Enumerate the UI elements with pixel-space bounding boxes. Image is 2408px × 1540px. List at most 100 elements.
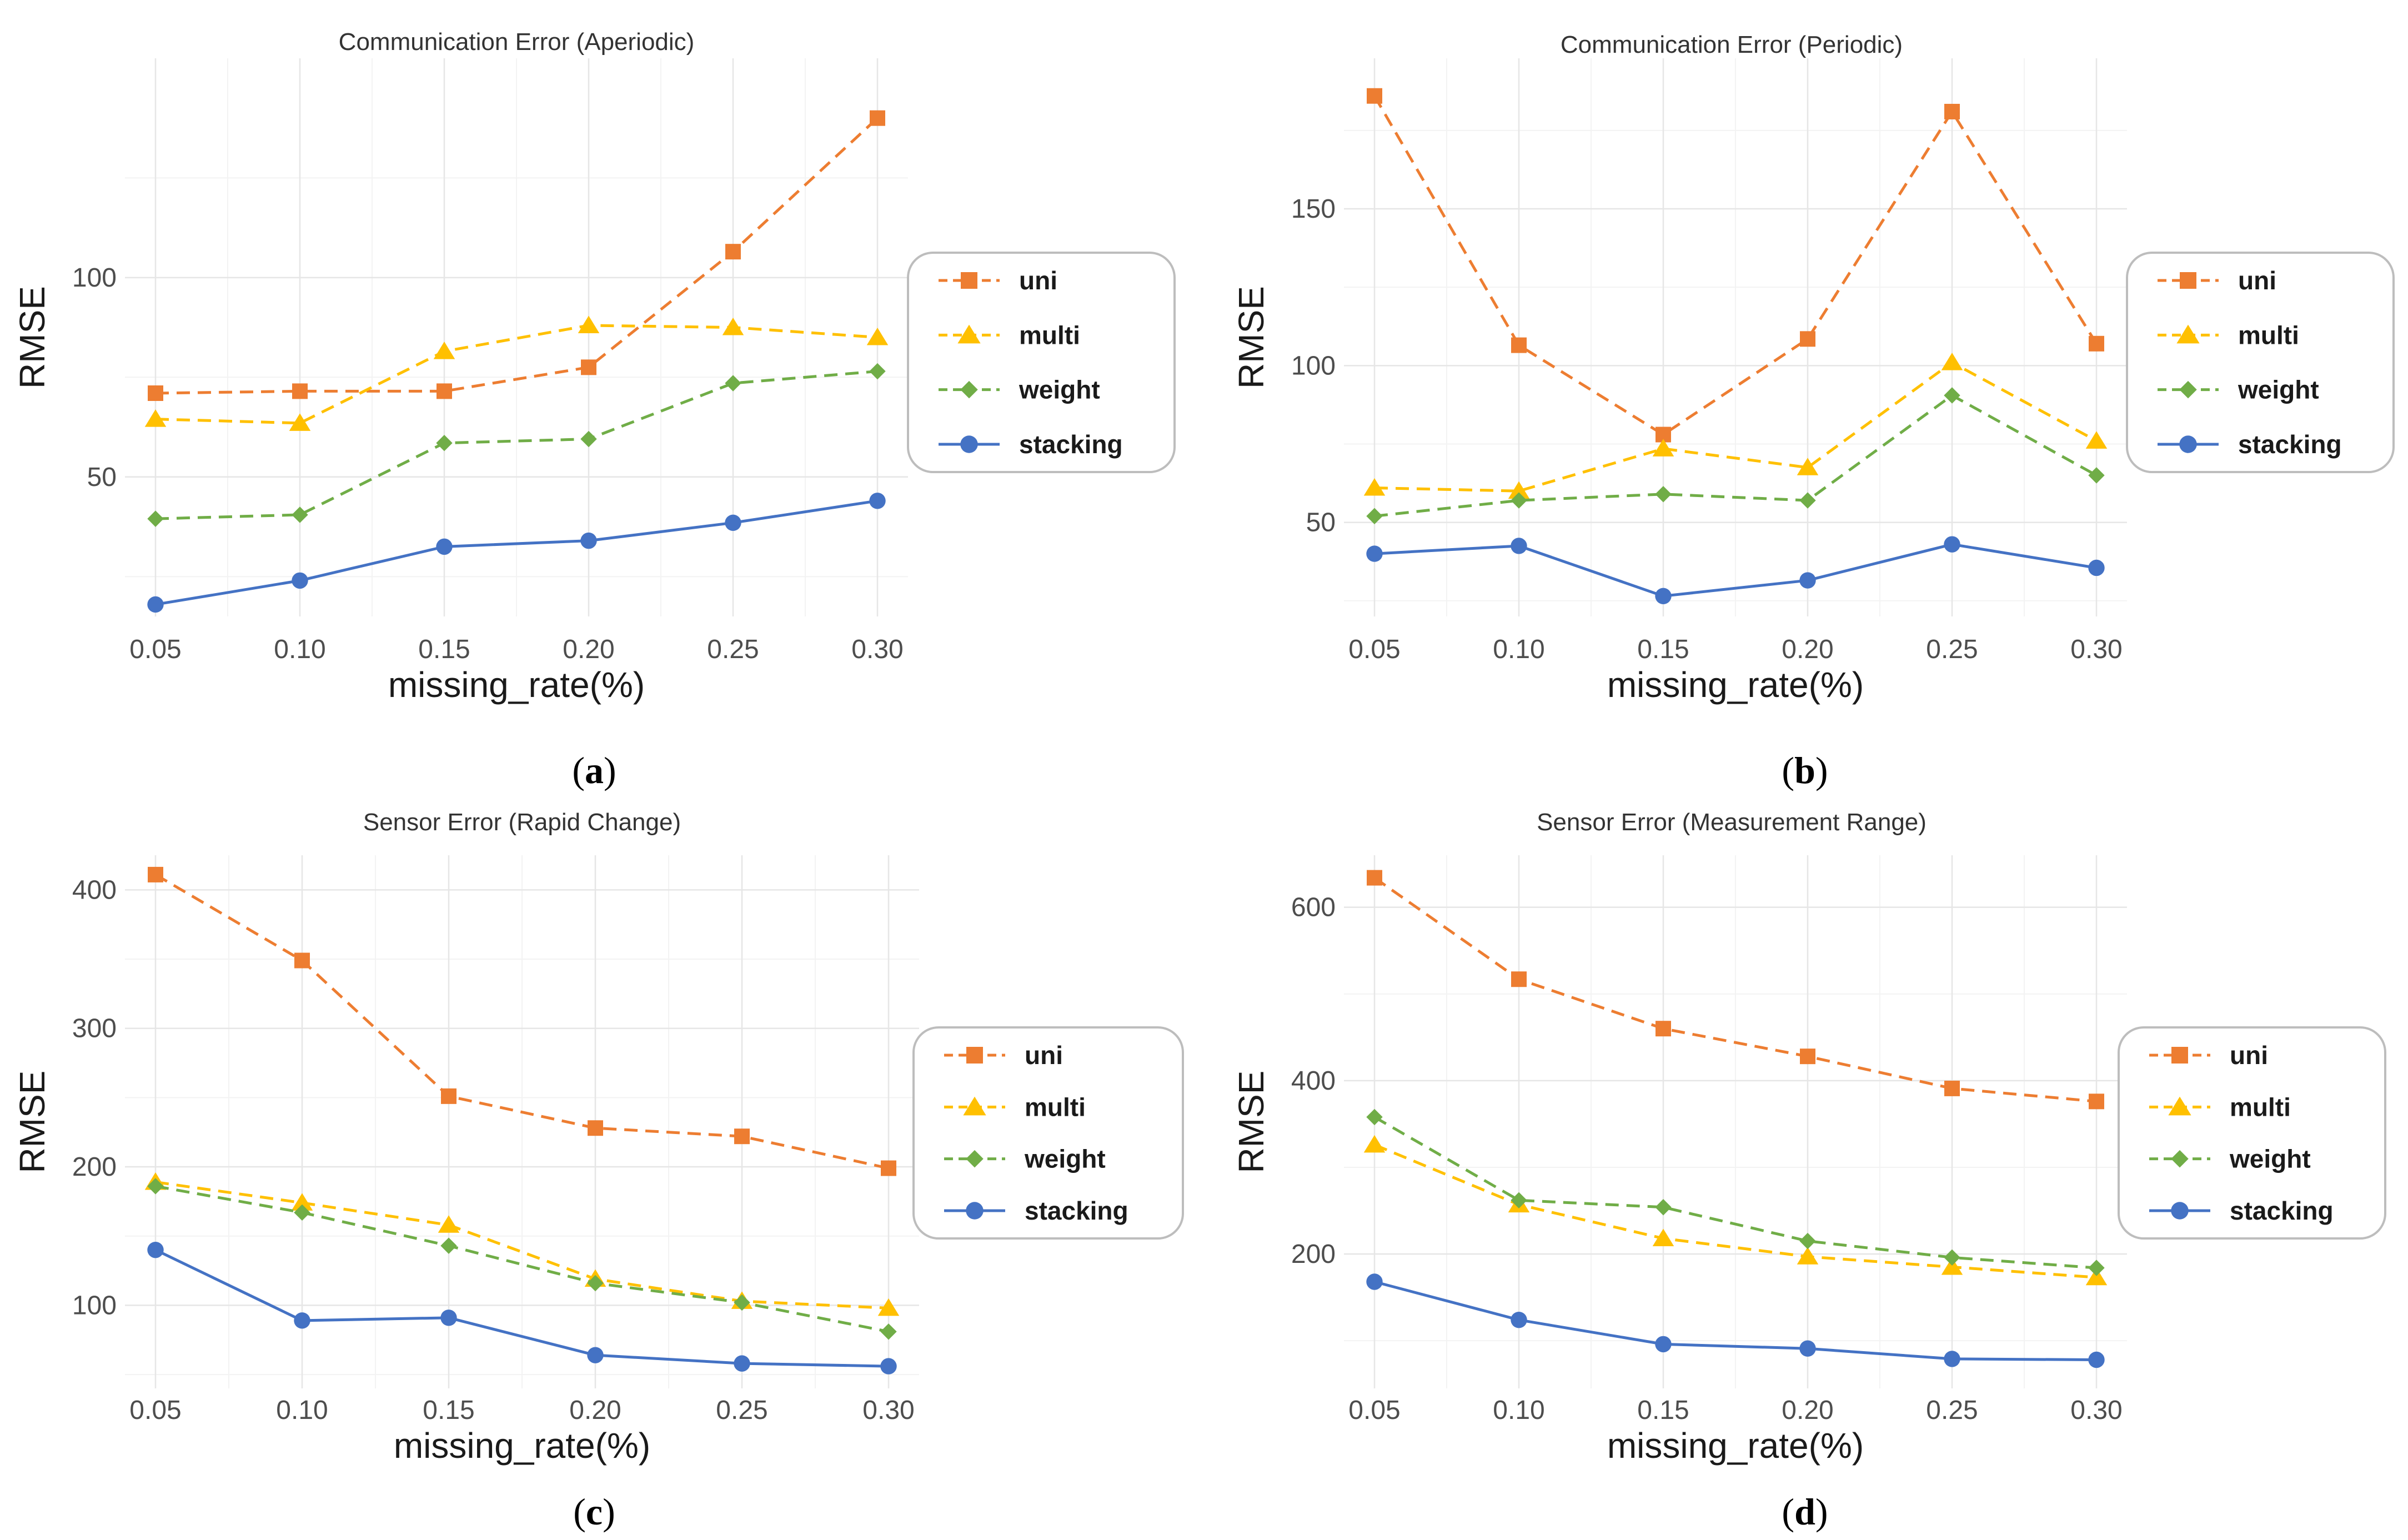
data-point-multi xyxy=(433,342,455,359)
data-point-weight xyxy=(1655,486,1672,503)
y-axis-label: RMSE xyxy=(1231,286,1271,389)
data-point-weight xyxy=(880,1323,897,1340)
x-tick-label: 0.25 xyxy=(716,1396,767,1425)
data-point-stacking xyxy=(2088,559,2105,576)
x-tick-label: 0.10 xyxy=(274,635,325,664)
legend-marker-weight xyxy=(960,380,978,399)
x-axis-label: missing_rate(%) xyxy=(1607,1426,1864,1466)
data-point-stacking xyxy=(734,1355,750,1372)
data-point-uni xyxy=(2089,335,2104,352)
data-point-multi xyxy=(438,1215,460,1233)
y-tick-label: 300 xyxy=(72,1014,117,1044)
data-point-weight xyxy=(440,1237,457,1254)
data-point-stacking xyxy=(440,1310,457,1326)
data-point-multi xyxy=(877,1298,900,1316)
legend: uni multi weight stacking xyxy=(2126,252,2395,473)
legend-marker-uni xyxy=(2180,272,2196,289)
legend-label-multi: multi xyxy=(2238,320,2299,349)
x-tick-label: 0.15 xyxy=(423,1396,474,1425)
data-point-weight xyxy=(1944,387,1960,404)
data-point-multi xyxy=(1797,1247,1819,1265)
data-point-uni xyxy=(437,383,452,399)
series-line-stacking xyxy=(1374,1280,2097,1361)
legend-label-stacking: stacking xyxy=(1025,1196,1128,1225)
y-axis-label: RMSE xyxy=(12,1071,52,1173)
data-point-multi xyxy=(1652,1228,1674,1246)
data-point-uni xyxy=(1367,870,1382,886)
data-point-weight xyxy=(294,1204,310,1221)
legend-label-uni: uni xyxy=(1019,266,1057,295)
legend: uni multi weight stacking xyxy=(2118,1026,2386,1240)
data-point-weight xyxy=(292,506,308,523)
data-point-stacking xyxy=(1944,536,1960,553)
x-tick-label: 0.05 xyxy=(129,635,181,664)
data-point-uni xyxy=(1511,971,1527,987)
legend-marker-weight xyxy=(2171,1150,2189,1168)
y-tick-label: 100 xyxy=(72,1291,117,1320)
data-point-weight xyxy=(1799,492,1816,509)
x-tick-label: 0.25 xyxy=(1926,1396,1978,1425)
x-tick-label: 0.20 xyxy=(569,1396,621,1425)
data-point-multi xyxy=(578,315,600,333)
x-tick-label: 0.20 xyxy=(1782,1396,1833,1425)
legend-label-weight: weight xyxy=(1019,375,1100,404)
x-tick-label: 0.30 xyxy=(862,1396,914,1425)
x-tick-label: 0.20 xyxy=(563,635,614,664)
data-point-stacking xyxy=(436,538,453,555)
y-tick-label: 150 xyxy=(1291,194,1336,224)
data-point-stacking xyxy=(1799,572,1816,589)
data-point-uni xyxy=(148,385,163,401)
data-point-multi xyxy=(1797,458,1819,475)
data-point-uni xyxy=(2089,1093,2104,1110)
chart-panel-c: Sensor Error (Rapid Change) 100 200 300 400 0… xyxy=(12,809,1184,1533)
data-point-multi xyxy=(291,1193,313,1211)
data-point-uni xyxy=(294,952,310,969)
data-point-stacking xyxy=(2088,1351,2105,1368)
legend-label-uni: uni xyxy=(2238,266,2276,295)
chart-title: Communication Error (Periodic) xyxy=(1561,31,1903,58)
data-point-uni xyxy=(148,866,163,882)
data-point-uni xyxy=(870,110,885,126)
data-point-weight xyxy=(1511,492,1527,509)
x-tick-label: 0.05 xyxy=(1348,1396,1400,1425)
series-line-uni xyxy=(154,873,889,1170)
series-line-stacking xyxy=(155,499,878,606)
x-tick-label: 0.10 xyxy=(1493,635,1544,664)
y-tick-label: 100 xyxy=(1291,351,1336,380)
chart-panel-d: Sensor Error (Measurement Range) 200 400 60… xyxy=(1231,809,2386,1533)
legend-label-weight: weight xyxy=(2238,375,2319,404)
legend-marker-stacking xyxy=(2171,1202,2189,1220)
y-tick-label: 50 xyxy=(87,463,117,492)
x-tick-label: 0.20 xyxy=(1782,635,1833,664)
data-point-weight xyxy=(147,1178,164,1195)
legend-marker-stacking xyxy=(966,1202,984,1220)
data-point-stacking xyxy=(580,532,597,549)
data-point-stacking xyxy=(292,572,308,589)
data-point-weight xyxy=(147,510,164,527)
y-tick-label: 50 xyxy=(1306,508,1336,538)
x-tick-label: 0.15 xyxy=(1637,1396,1689,1425)
panel-caption: (d) xyxy=(1782,1491,1828,1533)
data-point-weight xyxy=(2088,1260,2105,1276)
chart-panel-a: Communication Error (Aperiodic) 50 100 0.05… xyxy=(12,28,1176,791)
series-line-weight xyxy=(1373,1116,2097,1270)
data-point-stacking xyxy=(294,1312,310,1329)
legend-marker-multi xyxy=(957,324,981,344)
data-point-weight xyxy=(2088,467,2105,484)
data-point-weight xyxy=(436,435,453,452)
data-point-uni xyxy=(441,1088,456,1104)
data-point-uni xyxy=(881,1160,896,1176)
data-point-weight xyxy=(1366,508,1383,525)
data-point-stacking xyxy=(1799,1340,1816,1357)
data-point-multi xyxy=(866,328,889,345)
legend: uni multi weight stacking xyxy=(912,1026,1184,1240)
legend-box xyxy=(2126,252,2395,473)
series-line-uni xyxy=(155,117,879,395)
legend-label-weight: weight xyxy=(2229,1145,2311,1173)
legend-marker-multi xyxy=(2168,1096,2191,1116)
data-point-uni xyxy=(1367,88,1382,104)
x-tick-label: 0.30 xyxy=(851,635,903,664)
data-point-weight xyxy=(1366,1108,1383,1126)
legend-marker-weight xyxy=(966,1150,984,1168)
y-tick-label: 600 xyxy=(1291,893,1336,922)
